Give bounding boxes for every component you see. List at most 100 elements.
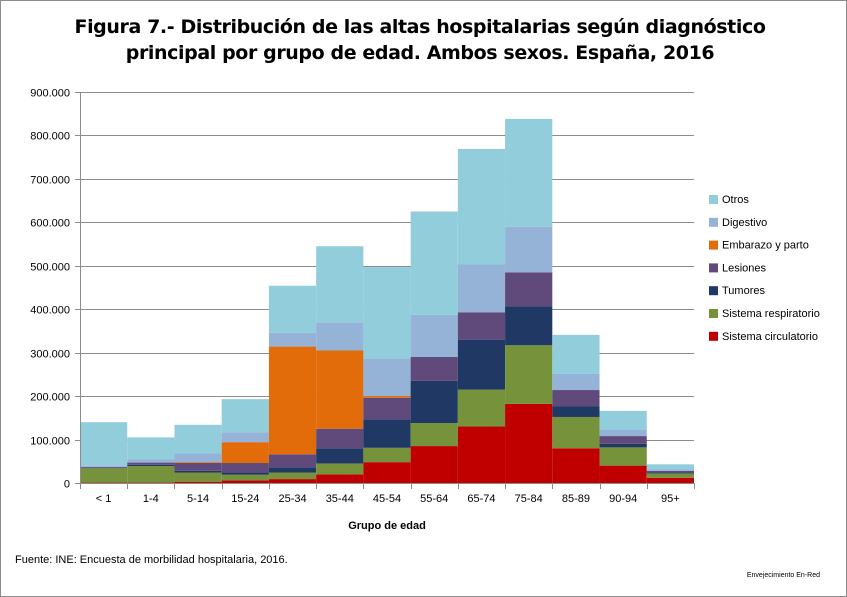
bar-segment — [457, 339, 506, 390]
bar-segment — [505, 272, 553, 307]
y-tick-label: 600.000 — [30, 218, 70, 230]
y-tick-label: 200.000 — [30, 392, 70, 404]
bar-segment — [221, 432, 269, 443]
bar-segment — [505, 345, 553, 404]
bar-segment — [127, 462, 175, 465]
bar-segment — [410, 314, 458, 358]
y-tick-label: 500.000 — [30, 262, 70, 274]
x-tick-label: 25-34 — [278, 493, 306, 505]
bar-segment — [505, 306, 553, 346]
bar-segment — [646, 473, 694, 478]
legend-label: Lesiones — [722, 262, 767, 274]
legend-swatch — [709, 286, 718, 296]
legend-swatch — [709, 240, 718, 250]
bar-segment — [363, 462, 411, 483]
x-tick-label: 95+ — [661, 493, 680, 505]
bar-segment — [363, 447, 411, 463]
bar-segment — [646, 469, 694, 471]
bar-segment — [221, 480, 269, 483]
bar-segment — [221, 399, 269, 433]
x-tick-label: 1-4 — [143, 493, 159, 505]
x-tick-label: 85-89 — [562, 493, 590, 505]
bar-segment — [127, 437, 175, 460]
legend-label: Sistema respiratorio — [722, 308, 820, 320]
bar-segment — [599, 465, 647, 483]
bar-segment — [646, 472, 694, 474]
bar-segment — [268, 285, 317, 333]
legend-label: Tumores — [722, 285, 765, 297]
x-tick-label: 90-94 — [609, 493, 637, 505]
bar-segment — [646, 464, 694, 470]
x-tick-label: 75-84 — [515, 493, 543, 505]
bar-segment — [268, 472, 317, 480]
bar-segment — [268, 467, 317, 473]
y-tick-label: 800.000 — [30, 131, 70, 143]
bar-segment — [221, 442, 269, 464]
bar-segment — [552, 373, 600, 391]
y-tick-label: 400.000 — [30, 305, 70, 317]
bar-segment — [599, 436, 647, 444]
y-tick-label: 0 — [64, 479, 70, 491]
y-tick-label: 700.000 — [30, 175, 70, 187]
bar-segment — [174, 463, 222, 471]
bar-segment — [410, 380, 458, 424]
bar-segment — [221, 472, 269, 475]
x-tick-label: 35-44 — [326, 493, 354, 505]
bar-segment — [599, 410, 647, 430]
bar-segment — [174, 453, 222, 463]
legend-swatch — [709, 309, 718, 318]
y-tick-label: 300.000 — [30, 349, 70, 361]
bar-segment — [316, 246, 364, 323]
chart-title: Figura 7.- Distribución de las altas hos… — [74, 16, 766, 64]
bar-segment — [174, 481, 222, 483]
bar-segment — [316, 428, 364, 449]
bar-segment — [174, 470, 222, 473]
bar-segment — [410, 211, 458, 315]
legend-label: Otros — [722, 194, 749, 206]
bar-segment — [174, 424, 222, 454]
y-tick-label: 900.000 — [30, 88, 70, 100]
bar-segment — [127, 464, 175, 467]
bar-segment — [221, 463, 269, 473]
legend-swatch — [709, 263, 718, 273]
bar-segment — [505, 403, 553, 483]
legend-swatch — [709, 195, 718, 204]
bar-segment — [80, 422, 128, 466]
bar-segment — [221, 474, 269, 481]
bar-segment — [174, 462, 222, 464]
bar-segment — [457, 264, 506, 313]
bar-segment — [316, 463, 364, 475]
bar-segment — [646, 470, 694, 473]
bar-segment — [268, 346, 317, 455]
bar-segment — [552, 416, 600, 449]
legend-label: Sistema circulatorio — [722, 331, 818, 343]
bar-segment — [599, 443, 647, 448]
bar-segment — [127, 459, 175, 463]
x-tick-label: 45-54 — [373, 493, 401, 505]
legend-swatch — [709, 217, 718, 227]
legend-swatch — [709, 331, 718, 341]
bar-segment — [174, 472, 222, 482]
legend-label: Digestivo — [722, 217, 767, 229]
bar-segment — [127, 466, 175, 483]
bar-segment — [363, 267, 411, 359]
bar-segment — [268, 454, 317, 468]
credit-label: Envejecimiento En-Red — [746, 572, 820, 579]
x-tick-label: 55-64 — [420, 493, 448, 505]
bar-segment — [552, 334, 600, 374]
bar-segment — [268, 332, 317, 347]
x-tick-label: < 1 — [96, 493, 112, 505]
bar-segment — [363, 419, 411, 448]
x-tick-label: 5-14 — [187, 493, 209, 505]
bar-segment — [457, 389, 506, 427]
bar-segment — [316, 322, 364, 351]
bar-segment — [316, 448, 364, 464]
bar-segment — [363, 396, 411, 398]
bar-segment — [457, 312, 506, 340]
bar-segment — [363, 358, 411, 397]
bar-segment — [505, 226, 553, 273]
legend-label: Embarazo y parto — [722, 240, 809, 252]
bar-segment — [410, 423, 458, 447]
bar-segment — [80, 466, 128, 468]
bar-segment — [457, 426, 506, 483]
